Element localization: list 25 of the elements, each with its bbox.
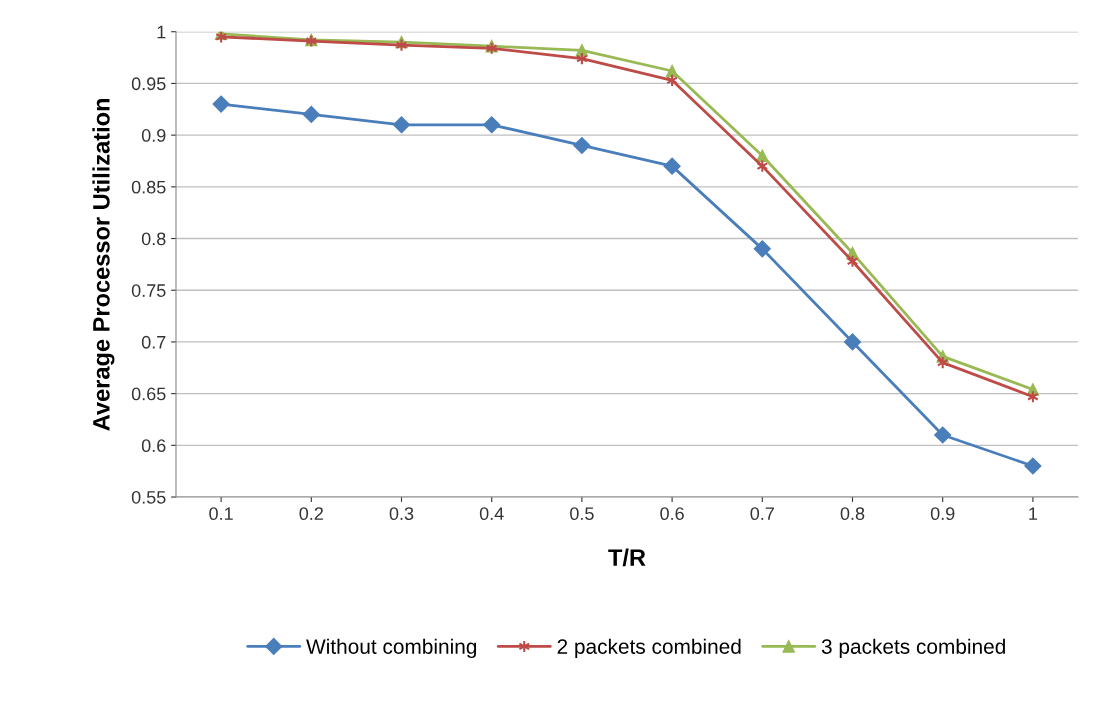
y-tick-label: 0.7: [141, 335, 166, 349]
legend-label: 2 packets combined: [557, 638, 741, 659]
x-tick-label: 0.7: [750, 507, 774, 521]
y-axis-title: Average Processor Utilization: [92, 98, 115, 431]
x-tick-label: 0.4: [479, 507, 504, 521]
x-tick-label: 1: [1029, 507, 1038, 520]
legend-label: 3 packets combined: [821, 638, 1005, 659]
x-tick-label: 0.5: [570, 507, 594, 521]
y-tick-label: 0.9: [141, 129, 166, 142]
y-tick-label: 1: [157, 25, 166, 39]
y-tick-label: 0.85: [131, 180, 166, 194]
x-tick-label: 0.1: [209, 507, 233, 521]
y-tick-label: 0.75: [131, 284, 166, 297]
x-tick-label: 0.9: [930, 507, 955, 521]
x-tick-label: 0.2: [299, 507, 323, 521]
y-tick-label: 0.6: [141, 439, 166, 453]
y-tick-label: 0.65: [131, 387, 166, 401]
y-tick-label: 0.55: [131, 490, 166, 504]
legend-label: Without combining: [306, 638, 477, 659]
x-axis-title: T/R: [608, 548, 646, 567]
y-tick-label: 0.95: [131, 77, 166, 91]
x-tick-label: 0.8: [840, 507, 865, 521]
x-tick-label: 0.6: [660, 507, 684, 521]
y-tick-label: 0.8: [141, 232, 166, 246]
x-tick-label: 0.3: [389, 507, 414, 521]
